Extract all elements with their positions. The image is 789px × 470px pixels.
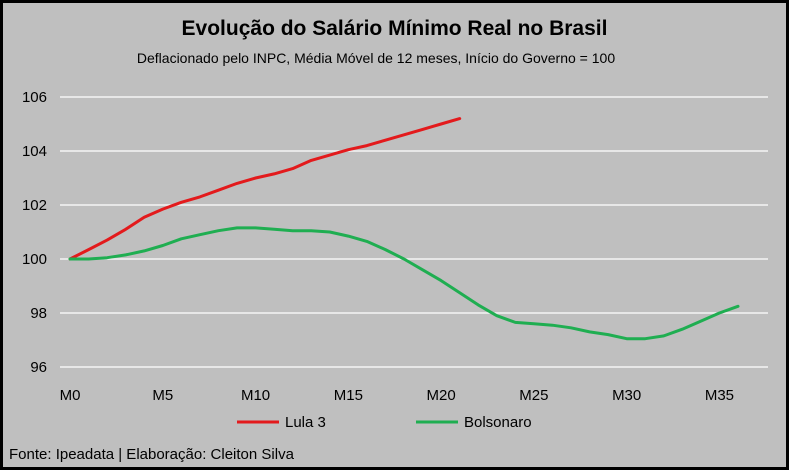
chart-title: Evolução do Salário Mínimo Real no Brasi…	[181, 17, 608, 40]
y-tick-label: 104	[22, 143, 47, 160]
y-tick-label: 102	[22, 197, 47, 214]
legend-label: Lula 3	[285, 414, 326, 431]
y-tick-label: 100	[22, 251, 47, 268]
chart-frame: Evolução do Salário Mínimo Real no Brasi…	[3, 3, 786, 467]
x-tick-label: M35	[705, 387, 734, 404]
x-tick-label: M15	[334, 387, 363, 404]
x-tick-label: M25	[519, 387, 548, 404]
y-tick-label: 106	[22, 89, 47, 106]
gridlines	[60, 96, 768, 368]
x-axis-ticks: M0 M5 M10 M15 M20 M25 M30 M35	[60, 387, 734, 404]
x-tick-label: M30	[612, 387, 641, 404]
x-tick-label: M20	[427, 387, 456, 404]
series-lines	[68, 117, 740, 341]
x-tick-label: M10	[241, 387, 270, 404]
series-line-bolsonaro	[68, 226, 740, 341]
x-tick-label: M0	[60, 387, 81, 404]
source-note: Fonte: Ipeadata | Elaboração: Cleiton Si…	[9, 446, 294, 463]
y-tick-label: 96	[30, 359, 47, 376]
x-tick-label: M5	[152, 387, 173, 404]
series-line-lula-3	[68, 117, 462, 261]
chart-subtitle: Deflacionado pelo INPC, Média Móvel de 1…	[136, 50, 616, 66]
y-tick-label: 98	[30, 305, 47, 322]
legend: Lula 3 Bolsonaro	[237, 414, 532, 431]
legend-label: Bolsonaro	[464, 414, 532, 431]
y-axis-ticks: 96 98 100 102 104 106	[22, 89, 47, 376]
